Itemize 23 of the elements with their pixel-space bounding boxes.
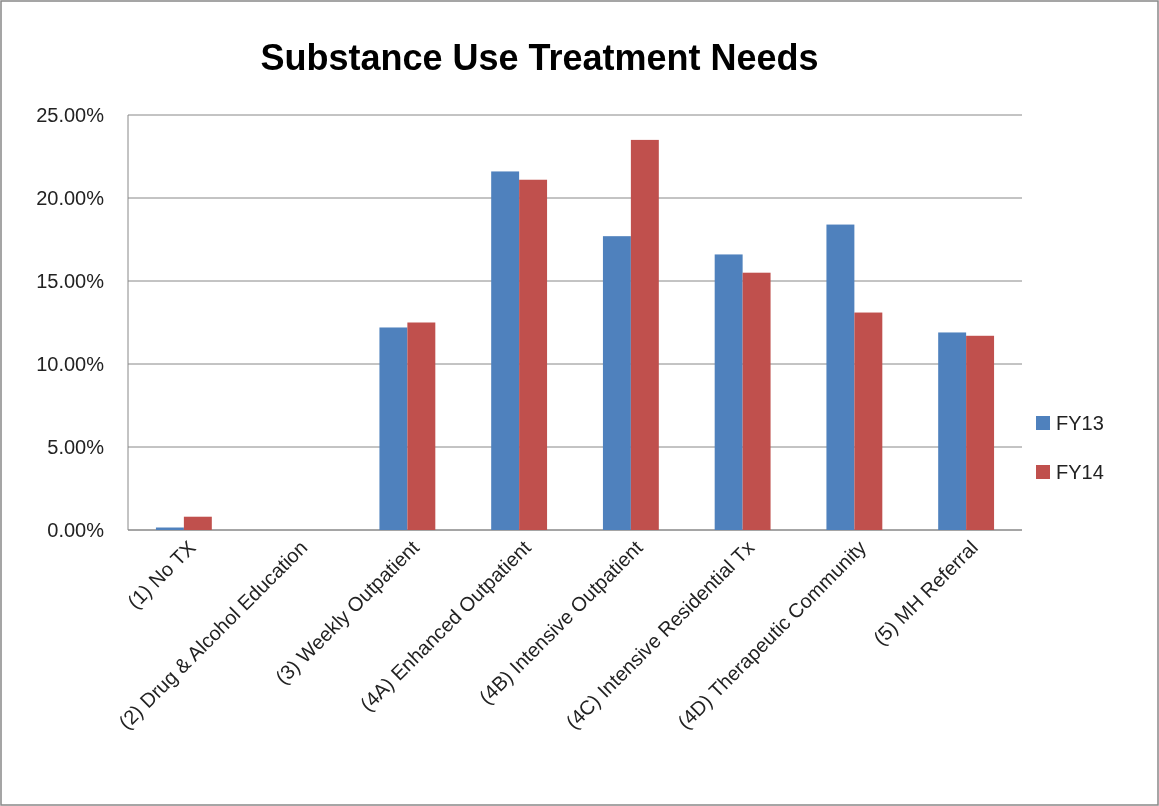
y-tick-label: 0.00% — [47, 519, 105, 541]
y-tick-label: 15.00% — [36, 270, 105, 292]
bar — [183, 516, 212, 530]
bar — [602, 236, 631, 530]
bar — [854, 312, 883, 530]
bar — [630, 139, 659, 530]
bar — [379, 327, 408, 530]
y-tick-label: 5.00% — [47, 436, 105, 458]
bar — [938, 332, 967, 530]
bar — [491, 171, 520, 530]
bar — [714, 254, 743, 530]
legend-label: FY14 — [1056, 461, 1104, 483]
bar — [826, 224, 855, 530]
y-tick-label: 10.00% — [36, 353, 105, 375]
legend-label: FY13 — [1056, 412, 1104, 434]
bar — [519, 179, 548, 530]
bar — [742, 272, 771, 530]
bar — [407, 322, 436, 530]
x-tick-label: (1) No TX — [123, 536, 200, 613]
chart-title: Substance Use Treatment Needs — [260, 37, 819, 78]
bar — [966, 335, 995, 530]
y-tick-label: 25.00% — [36, 104, 105, 126]
y-tick-label: 20.00% — [36, 187, 105, 209]
